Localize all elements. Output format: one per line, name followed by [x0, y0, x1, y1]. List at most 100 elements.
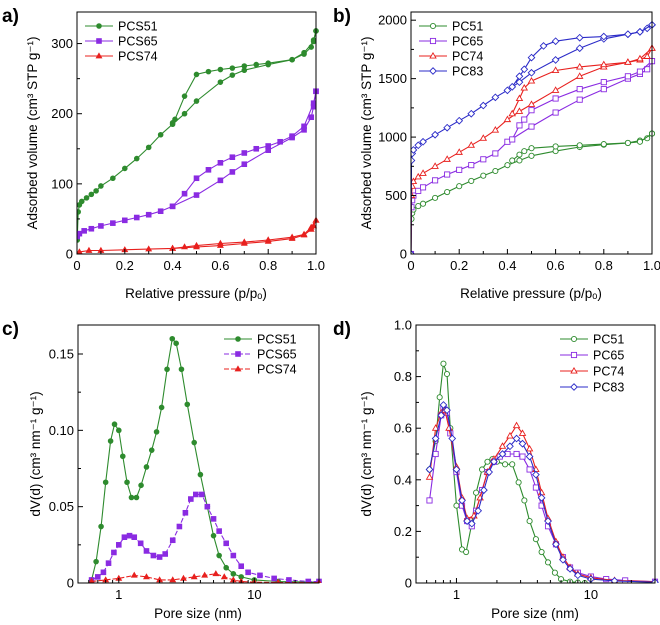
legend-marker — [429, 22, 437, 30]
data-point-PC83 — [551, 37, 560, 46]
legend: PC51 PC65 PC74 PC83 — [560, 333, 624, 395]
data-point-PCS65 — [241, 150, 248, 156]
data-point-PC65 — [432, 177, 439, 184]
data-point-PC83 — [479, 101, 488, 110]
data-point-PCS51 — [217, 79, 224, 85]
data-point-PCS65 — [245, 569, 251, 576]
data-point-PCS51 — [153, 429, 160, 435]
data-point-PCS51 — [197, 471, 204, 478]
data-point-PC65 — [624, 73, 631, 80]
data-point-PCS65 — [210, 516, 217, 522]
data-point-PC74 — [503, 115, 512, 123]
data-point-PC74 — [515, 107, 524, 114]
data-point-PC83 — [527, 53, 536, 62]
legend-item: PC51 — [560, 333, 624, 347]
data-point-PCS51 — [229, 72, 236, 78]
data-point-PC83 — [610, 577, 619, 583]
data-point-PC51 — [532, 536, 539, 543]
data-point-PCS65 — [126, 532, 133, 539]
data-point-PCS65 — [137, 540, 144, 547]
data-point-PC65 — [528, 123, 535, 130]
data-point-PC65 — [468, 162, 475, 169]
data-point-PC65 — [644, 66, 651, 73]
data-point-PCS65 — [98, 223, 104, 229]
data-point-PC51 — [492, 167, 499, 175]
plot-area — [88, 335, 322, 583]
x-tick-label: 0.2 — [450, 258, 468, 273]
data-point-PC83 — [515, 78, 524, 87]
legend-label: PC74 — [593, 365, 624, 379]
data-point-PCS74 — [169, 576, 177, 583]
x-tick-label: 0.4 — [164, 258, 182, 273]
data-point-PCS51 — [191, 439, 197, 446]
data-point-PC51 — [521, 497, 528, 504]
series-line-PCS74 — [172, 219, 317, 249]
data-point-PC65 — [492, 150, 499, 157]
series-line-PCS65 — [77, 91, 317, 237]
series-PC74 — [411, 44, 656, 254]
data-point-PCS51 — [210, 532, 217, 539]
data-point-PC51 — [463, 548, 470, 556]
data-point-PC83 — [467, 109, 476, 118]
y-tick-label: 0 — [67, 576, 74, 591]
data-point-PC83 — [448, 434, 457, 443]
x-tick-label: 0.4 — [498, 258, 516, 273]
data-point-PCS51 — [88, 191, 95, 198]
data-point-PCS51 — [169, 120, 176, 126]
data-point-PC83 — [490, 457, 498, 466]
data-point-PC83 — [443, 406, 451, 415]
legend-item: PC74 — [560, 365, 624, 379]
data-point-PC83 — [431, 434, 440, 443]
legend-marker — [96, 23, 102, 29]
series-PCS74 — [77, 216, 320, 254]
data-point-PCS51 — [157, 131, 164, 138]
data-point-PC83 — [455, 116, 464, 125]
data-point-PC51 — [515, 479, 522, 486]
data-point-PCS51 — [310, 38, 317, 45]
legend-label: PCS74 — [118, 50, 158, 64]
data-point-PCS65 — [111, 549, 117, 556]
y-tick-label: 1000 — [378, 130, 407, 145]
data-point-PC83 — [525, 452, 534, 461]
data-point-PC74 — [431, 424, 440, 431]
data-point-PCS65 — [223, 540, 229, 547]
data-point-PC51 — [600, 141, 607, 148]
data-point-PCS65 — [310, 100, 317, 106]
data-point-PCS74 — [307, 223, 315, 230]
data-point-PCS65 — [271, 575, 277, 582]
data-point-PC74 — [624, 58, 632, 65]
x-axis-label: Relative pressure (p/pₒ) — [125, 286, 267, 301]
data-point-PCS65 — [199, 491, 205, 498]
x-axis-label: Pore size (nm) — [154, 606, 242, 621]
data-point-PC74 — [525, 444, 534, 452]
data-point-PCS51 — [205, 68, 212, 75]
plot-frame — [76, 11, 317, 255]
data-point-PC51 — [526, 518, 533, 525]
legend-label: PC51 — [593, 333, 624, 347]
series-line-PCS51 — [77, 30, 317, 241]
legend-marker — [234, 365, 242, 372]
data-point-PC83 — [474, 506, 483, 515]
data-point-PC83 — [520, 65, 529, 74]
data-point-PCS65 — [169, 203, 176, 210]
data-point-PCS74 — [240, 238, 248, 245]
data-point-PC83 — [599, 32, 608, 41]
data-point-PCS65 — [241, 161, 248, 168]
data-point-PCS65 — [286, 577, 292, 583]
y-axis-label: Adsorbed volume (cm³ STP g⁻¹) — [359, 37, 374, 230]
data-point-PCS51 — [83, 195, 90, 201]
data-point-PC51 — [516, 151, 523, 158]
data-point-PC51 — [415, 203, 422, 210]
data-point-PCS74 — [88, 577, 95, 583]
legend-item: PC74 — [419, 50, 483, 64]
data-point-PC83 — [425, 465, 434, 474]
data-point-PC74 — [425, 473, 434, 480]
data-point-PCS51 — [115, 427, 122, 434]
series-PCS65 — [77, 88, 319, 240]
legend-marker — [235, 351, 241, 357]
legend-label: PCS74 — [257, 363, 297, 377]
data-point-PC51 — [544, 559, 552, 566]
data-point-PC74 — [527, 100, 536, 107]
x-axis-label: Pore size (nm) — [491, 606, 579, 621]
x-tick-label: 0.2 — [116, 258, 134, 273]
